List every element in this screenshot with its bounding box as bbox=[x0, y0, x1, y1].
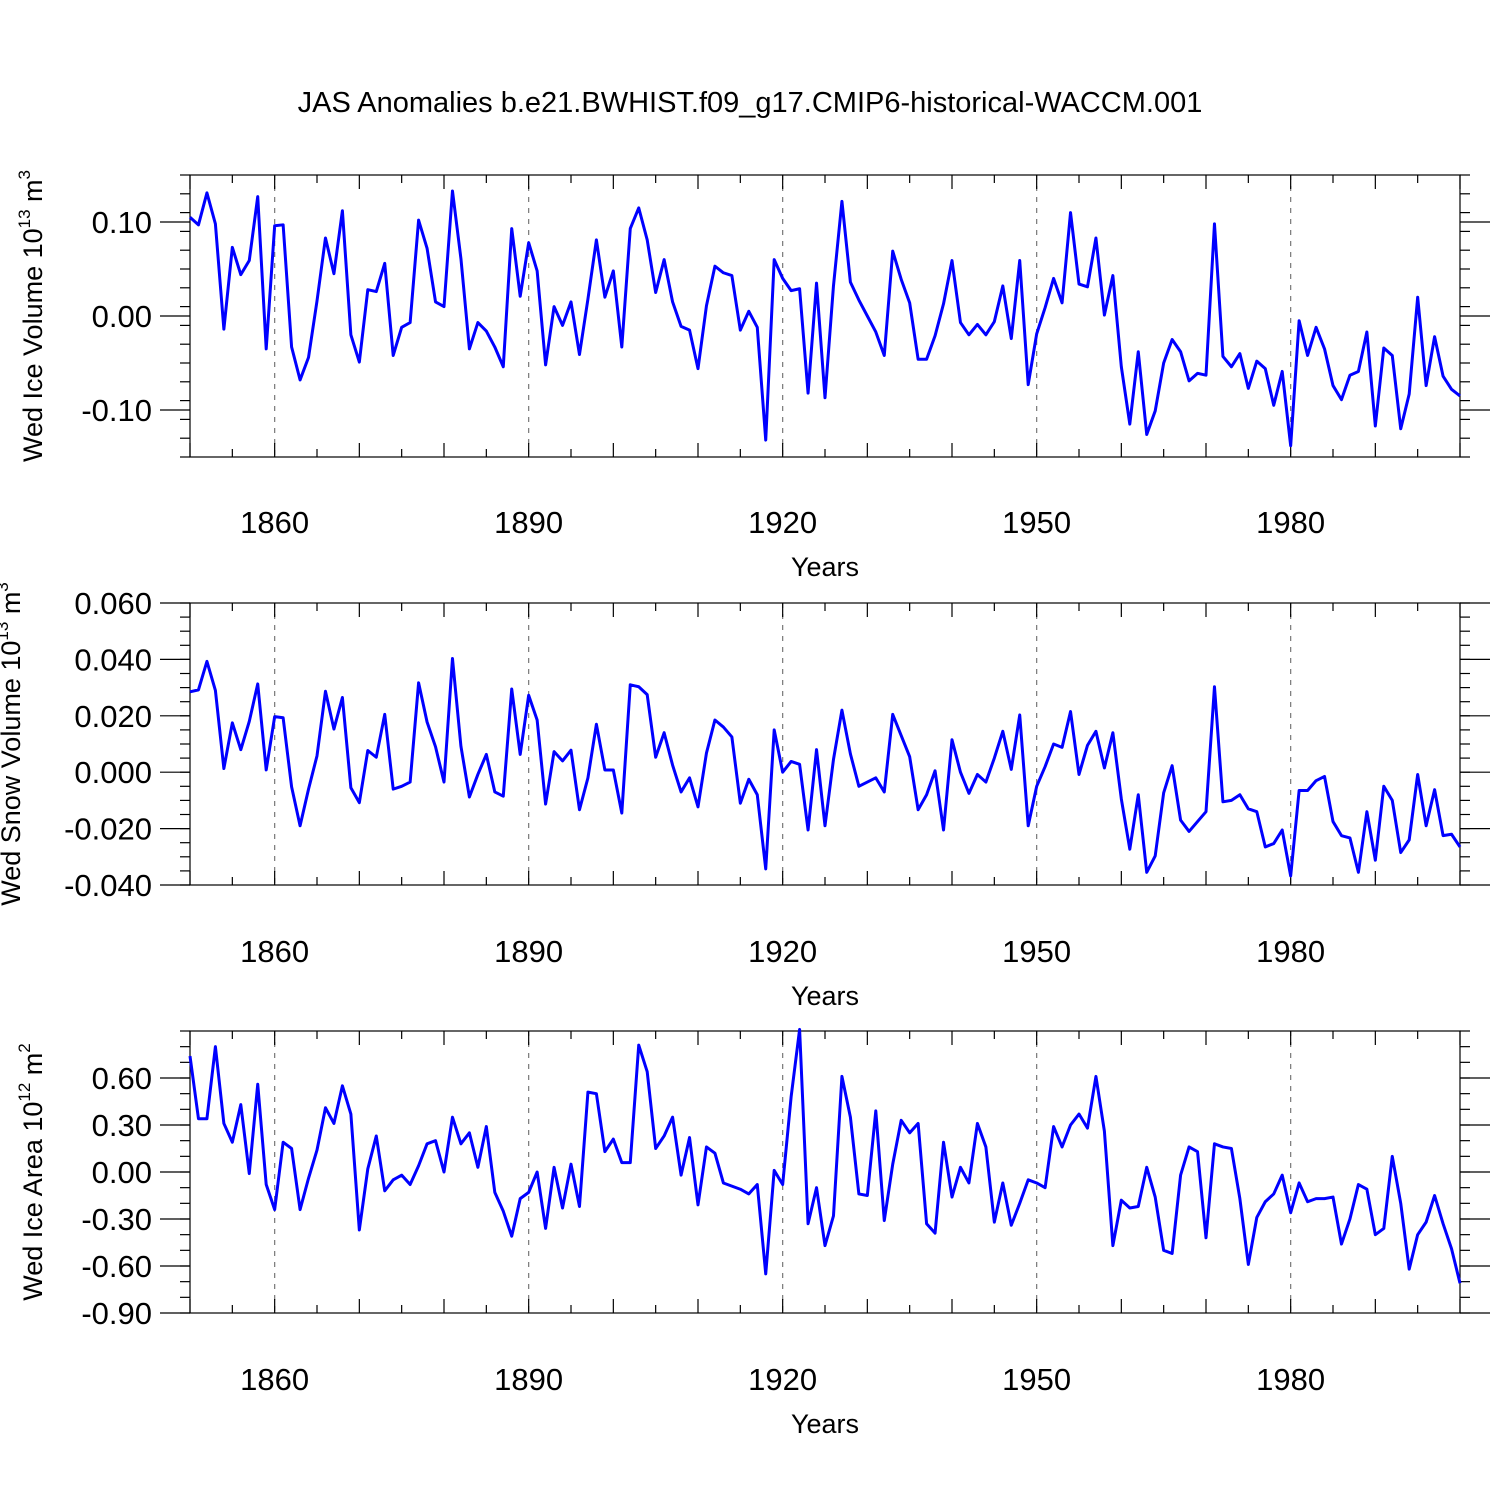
y-tick-label: 0.00 bbox=[92, 1155, 152, 1190]
y-tick-label: 0.30 bbox=[92, 1108, 152, 1143]
y-axis-label-unit_exp: 3 bbox=[0, 582, 12, 591]
series-line-ice-volume bbox=[189, 189, 1461, 448]
panel-ice-volume: 0.10 0.00 -0.10 1860 1890 1920 1950 1980 Years We… bbox=[15, 170, 1490, 582]
x-tick-label: 1920 bbox=[748, 1362, 817, 1397]
y-tick-label: -0.10 bbox=[81, 393, 152, 428]
x-tick-label: 1920 bbox=[748, 934, 817, 969]
chart-title: JAS Anomalies b.e21.BWHIST.f09_g17.CMIP6… bbox=[298, 87, 1203, 119]
y-tick-label: 0.00 bbox=[92, 299, 152, 334]
x-tick-label: 1890 bbox=[494, 505, 563, 540]
y-axis-label-unit: m bbox=[18, 1053, 48, 1083]
y-tick-label: 0.060 bbox=[74, 586, 152, 621]
x-tick-label: 1860 bbox=[240, 1362, 309, 1397]
y-axis-label-main: Wed Ice Area 10 bbox=[18, 1102, 48, 1301]
y-axis-label-unit: m bbox=[0, 592, 26, 622]
x-tick-label: 1860 bbox=[240, 934, 309, 969]
y-axis-label-exponent: 12 bbox=[15, 1083, 34, 1102]
y-axis-label-unit_exp: 2 bbox=[15, 1043, 34, 1052]
plot-frame bbox=[189, 602, 1461, 886]
plot-frame bbox=[189, 174, 1461, 458]
plot-frame bbox=[189, 1030, 1461, 1314]
y-tick-label: 0.040 bbox=[74, 642, 152, 677]
y-axis-label-exponent: 13 bbox=[0, 622, 12, 641]
x-tick-label: 1860 bbox=[240, 505, 309, 540]
x-axis-label: Years bbox=[791, 1409, 859, 1439]
y-tick-label: 0.60 bbox=[92, 1061, 152, 1096]
y-tick-label: -0.30 bbox=[81, 1202, 152, 1237]
y-axis-label: Wed Ice Volume 1013 m3 bbox=[15, 170, 48, 462]
x-tick-label: 1950 bbox=[1002, 505, 1071, 540]
x-axis-label: Years bbox=[791, 981, 859, 1011]
y-axis-label-exponent: 13 bbox=[15, 209, 34, 228]
panel-ice-area: 0.60 0.30 0.00 -0.30 -0.60 -0.90 1860 1890 1920 1… bbox=[15, 1027, 1490, 1439]
y-axis-label-unit_exp: 3 bbox=[15, 170, 34, 179]
y-tick-label: -0.60 bbox=[81, 1249, 152, 1284]
y-tick-label: 0.10 bbox=[92, 205, 152, 240]
y-axis-label-main: Wed Ice Volume 10 bbox=[18, 228, 48, 462]
x-tick-label: 1890 bbox=[494, 934, 563, 969]
x-tick-label: 1980 bbox=[1256, 1362, 1325, 1397]
y-axis-label-unit: m bbox=[18, 179, 48, 209]
y-axis-label: Wed Ice Area 1012 m2 bbox=[15, 1043, 48, 1301]
x-tick-label: 1890 bbox=[494, 1362, 563, 1397]
x-tick-label: 1920 bbox=[748, 505, 817, 540]
x-axis-label: Years bbox=[791, 552, 859, 582]
y-axis-label-main: Wed Snow Volume 10 bbox=[0, 641, 26, 906]
y-tick-label: 0.000 bbox=[74, 755, 152, 790]
x-tick-label: 1950 bbox=[1002, 1362, 1071, 1397]
panel-snow-volume: 0.060 0.040 0.020 0.000 -0.020 -0.040 1860 1890… bbox=[0, 582, 1490, 1011]
series-line-ice-area bbox=[188, 1027, 1462, 1284]
series-line-snow-volume bbox=[189, 657, 1462, 878]
x-tick-label: 1980 bbox=[1256, 934, 1325, 969]
x-tick-label: 1950 bbox=[1002, 934, 1071, 969]
y-axis-label: Wed Snow Volume 1013 m3 bbox=[0, 582, 26, 906]
y-tick-label: -0.040 bbox=[64, 868, 152, 903]
y-tick-label: -0.90 bbox=[81, 1296, 152, 1331]
y-tick-label: 0.020 bbox=[74, 699, 152, 734]
y-tick-label: -0.020 bbox=[64, 812, 152, 847]
x-tick-label: 1980 bbox=[1256, 505, 1325, 540]
